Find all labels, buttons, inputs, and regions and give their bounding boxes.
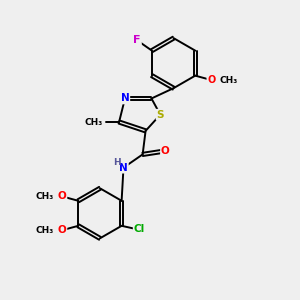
Text: H: H [113,158,121,167]
Text: CH₃: CH₃ [36,192,54,201]
Text: N: N [119,163,128,173]
Text: CH₃: CH₃ [36,226,54,235]
Text: Cl: Cl [134,224,145,234]
Text: CH₃: CH₃ [220,76,238,85]
Text: O: O [161,146,170,157]
Text: O: O [207,75,215,85]
Text: CH₃: CH₃ [85,118,103,127]
Text: S: S [157,110,164,120]
Text: N: N [121,94,129,103]
Text: O: O [58,225,67,235]
Text: F: F [134,35,141,45]
Text: O: O [58,191,67,201]
